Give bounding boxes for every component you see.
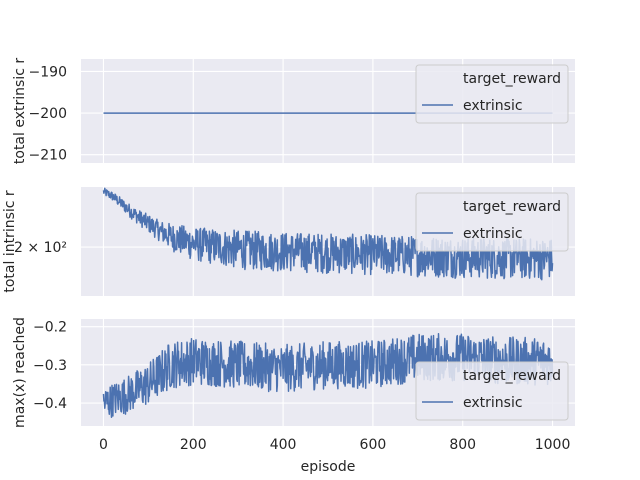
x-tick-label: 600 (360, 437, 387, 453)
x-axis-label: episode (301, 459, 356, 475)
x-tick-label: 200 (180, 437, 207, 453)
y-tick-label: −0.2 (33, 320, 67, 336)
y-tick-label: 2 × 10² (14, 240, 67, 256)
panel-max-x: −0.2 −0.3 −0.4 0 200 400 600 800 1000 max(x) reac… (12, 317, 575, 475)
y-axis-label: total extrinsic r (12, 58, 28, 164)
legend-entry: extrinsic (463, 395, 523, 411)
y-tick-label: −0.3 (33, 358, 67, 374)
y-tick-label: −210 (29, 148, 67, 164)
y-tick-label: −0.4 (33, 396, 67, 412)
legend-entry: extrinsic (463, 98, 523, 114)
legend-box (415, 64, 569, 124)
y-tick-label: −190 (29, 64, 67, 80)
legend-entry: extrinsic (463, 226, 523, 242)
x-tick-label: 400 (270, 437, 297, 453)
legend-title: target_reward (463, 199, 561, 215)
legend: target_reward extrinsic (415, 192, 569, 252)
x-tick-label: 1000 (535, 437, 571, 453)
legend-box (415, 361, 569, 421)
legend-title: target_reward (463, 71, 561, 87)
y-axis-label: max(x) reached (12, 317, 28, 428)
y-axis-label: total intrinsic r (2, 190, 18, 293)
legend-box (415, 192, 569, 252)
x-tick-label: 800 (449, 437, 476, 453)
y-tick-label: −200 (29, 106, 67, 122)
x-tick-label: 0 (99, 437, 108, 453)
legend-title: target_reward (463, 368, 561, 384)
legend: target_reward extrinsic (415, 64, 569, 124)
legend: target_reward extrinsic (415, 361, 569, 421)
